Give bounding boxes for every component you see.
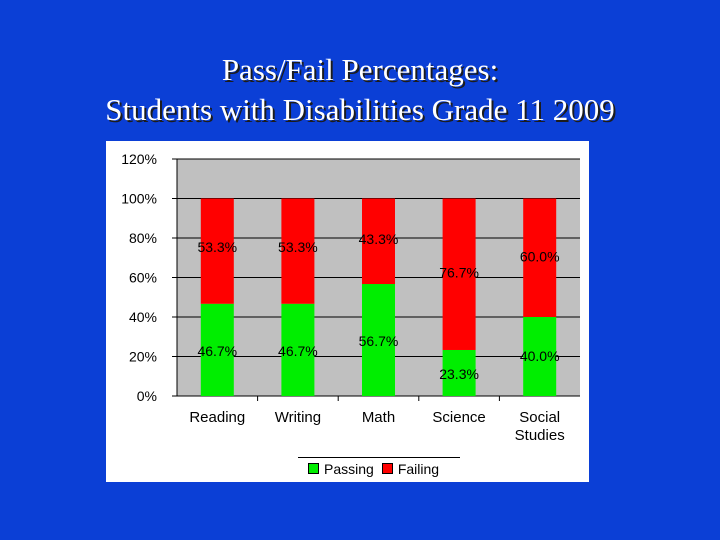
slide-title: Pass/Fail Percentages: Students with Dis…: [0, 50, 720, 130]
data-label-failing: 53.3%: [278, 239, 318, 255]
bar-failing: [442, 198, 476, 350]
bar-passing: [362, 284, 395, 396]
y-tick-label: 120%: [121, 151, 157, 167]
data-label-passing: 40.0%: [520, 348, 560, 364]
x-tick-label: Social: [519, 409, 560, 426]
x-tick-label: Math: [362, 409, 395, 426]
legend-swatch-failing: [381, 463, 393, 474]
y-tick-label: 80%: [129, 230, 157, 246]
legend-label-passing: Passing: [324, 460, 374, 477]
x-tick-label: Science: [432, 409, 485, 426]
x-tick-label: Studies: [515, 427, 565, 444]
data-label-passing: 46.7%: [197, 343, 237, 359]
bar-passing: [442, 349, 476, 396]
data-label-passing: 56.7%: [359, 333, 399, 349]
y-tick-label: 0%: [137, 388, 157, 404]
data-label-failing: 53.3%: [197, 239, 237, 255]
chart-panel: 0% 20% 40% 60% 80% 100% 120% 46.7% 53.3% Reading 4…: [106, 141, 589, 482]
stacked-bar-chart: 0% 20% 40% 60% 80% 100% 120% 46.7% 53.3% Reading 4…: [121, 151, 580, 444]
data-label-failing: 76.7%: [439, 265, 479, 281]
x-tick-label: Reading: [189, 409, 245, 426]
bar-failing: [523, 198, 557, 317]
y-tick-label: 40%: [129, 309, 157, 325]
bar-failing: [362, 198, 395, 285]
data-label-passing: 23.3%: [439, 366, 479, 382]
data-label-failing: 43.3%: [359, 231, 399, 247]
title-line-1: Pass/Fail Percentages:: [221, 52, 499, 87]
y-tick-label: 20%: [129, 349, 157, 365]
y-tick-label: 60%: [129, 270, 157, 286]
bar-failing: [200, 198, 234, 304]
bar-passing: [200, 303, 234, 396]
legend-swatch-passing: [308, 463, 319, 474]
title-line-2: Students with Disabilities Grade 11 2009: [105, 92, 615, 127]
legend-label-failing: Failing: [397, 460, 440, 477]
bar-passing: [281, 303, 315, 396]
data-label-passing: 46.7%: [278, 343, 318, 359]
x-tick-label: Writing: [275, 409, 321, 426]
bar-passing: [523, 317, 557, 396]
bar-failing: [281, 198, 315, 304]
legend-item-failing: Failing: [381, 460, 440, 477]
data-label-failing: 60.0%: [520, 249, 560, 265]
y-tick-label: 100%: [121, 191, 157, 207]
legend-item-passing: Passing: [308, 461, 374, 477]
chart-legend: Passing Failing: [298, 457, 460, 479]
